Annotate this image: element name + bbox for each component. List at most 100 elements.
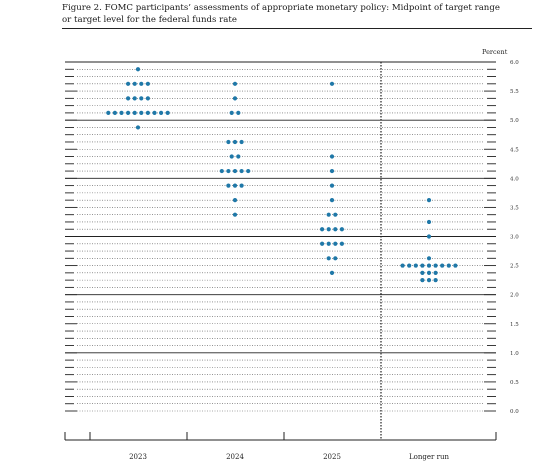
dot bbox=[420, 278, 425, 283]
caption-line-1: Figure 2. FOMC participants’ assessments… bbox=[62, 3, 500, 13]
dot bbox=[165, 110, 170, 115]
dot bbox=[329, 270, 335, 275]
axes bbox=[64, 62, 497, 441]
caption-line-2: or target level for the federal funds ra… bbox=[62, 14, 237, 25]
y-tick-label: 0.0 bbox=[510, 409, 519, 415]
dot bbox=[239, 183, 244, 188]
dot bbox=[333, 212, 338, 217]
dot bbox=[139, 81, 144, 86]
dot bbox=[433, 278, 438, 283]
dot bbox=[246, 168, 251, 174]
dot bbox=[232, 81, 238, 86]
dot bbox=[426, 234, 432, 239]
dot bbox=[320, 227, 325, 232]
y-tick-label: 5.0 bbox=[510, 118, 519, 124]
dot bbox=[126, 110, 131, 115]
x-category-labels: 2023 2024 2025 Longer run bbox=[129, 453, 449, 461]
x-category-label: Longer run bbox=[409, 453, 449, 461]
dot bbox=[132, 110, 137, 115]
dot bbox=[239, 139, 244, 145]
dot bbox=[453, 263, 458, 268]
dot bbox=[232, 212, 238, 217]
dot bbox=[226, 183, 231, 188]
dot bbox=[333, 241, 338, 246]
dot bbox=[232, 96, 238, 101]
dot bbox=[232, 183, 238, 188]
dot bbox=[426, 219, 432, 225]
dot bbox=[229, 154, 234, 159]
dot bbox=[446, 263, 451, 268]
dot bbox=[126, 96, 131, 101]
dot bbox=[145, 96, 150, 101]
y-tick-labels: 0.0 0.5 1.0 1.5 2.0 2.5 3.0 3.5 4.0 4.5 5.0 5.5 6.0 bbox=[510, 60, 519, 415]
dot bbox=[219, 168, 224, 174]
dot bbox=[232, 139, 238, 145]
dot bbox=[329, 198, 335, 203]
dot bbox=[320, 241, 325, 246]
dot bbox=[229, 110, 234, 115]
y-tick-label: 3.5 bbox=[510, 205, 519, 211]
dot bbox=[326, 241, 331, 246]
dot bbox=[326, 227, 331, 232]
dot bbox=[232, 168, 238, 174]
dot bbox=[407, 263, 412, 268]
y-tick-label: 4.0 bbox=[510, 176, 519, 182]
y-tick-label: 1.5 bbox=[510, 322, 519, 328]
dot bbox=[126, 81, 131, 86]
dot bbox=[239, 168, 244, 174]
dot bbox=[106, 110, 111, 115]
dots bbox=[106, 67, 458, 283]
y-tick-label: 2.0 bbox=[510, 293, 519, 299]
dot bbox=[159, 110, 164, 115]
dot bbox=[236, 154, 241, 159]
dot bbox=[420, 270, 425, 275]
y-tick-label: 0.5 bbox=[510, 380, 519, 386]
dot bbox=[112, 110, 117, 115]
dot bbox=[139, 110, 144, 115]
dot bbox=[426, 278, 432, 283]
dot bbox=[145, 110, 150, 115]
dot bbox=[135, 125, 141, 130]
dot bbox=[426, 256, 432, 261]
unit-label: Percent bbox=[482, 48, 508, 56]
dot bbox=[139, 96, 144, 101]
figure-caption: Figure 2. FOMC participants’ assessments… bbox=[62, 3, 532, 26]
y-tick-label: 1.0 bbox=[510, 351, 519, 357]
dot bbox=[426, 270, 432, 275]
x-category-label: 2024 bbox=[226, 453, 244, 461]
dot bbox=[413, 263, 418, 268]
dot bbox=[329, 81, 335, 86]
dot bbox=[433, 270, 438, 275]
caption-rule bbox=[62, 28, 532, 29]
dot bbox=[132, 96, 137, 101]
dot bbox=[329, 183, 335, 188]
dot bbox=[329, 168, 335, 174]
dot bbox=[426, 198, 432, 203]
dot bbox=[333, 227, 338, 232]
dot bbox=[232, 198, 238, 203]
dot bbox=[440, 263, 445, 268]
dot bbox=[226, 168, 231, 174]
y-tick-label: 3.0 bbox=[510, 235, 519, 241]
dot bbox=[226, 139, 231, 145]
y-tick-label: 6.0 bbox=[510, 60, 519, 66]
dot bbox=[326, 256, 331, 261]
dot bbox=[152, 110, 157, 115]
dot bbox=[433, 263, 438, 268]
y-tick-label: 5.5 bbox=[510, 89, 519, 95]
dot bbox=[145, 81, 150, 86]
dot bbox=[329, 154, 335, 159]
y-tick-label: 2.5 bbox=[510, 264, 519, 270]
dot bbox=[236, 110, 241, 115]
dot bbox=[132, 81, 137, 86]
dot bbox=[420, 263, 425, 268]
dot bbox=[339, 227, 344, 232]
dot bbox=[333, 256, 338, 261]
dot bbox=[119, 110, 124, 115]
y-tick-label: 4.5 bbox=[510, 147, 519, 153]
grid-lines bbox=[65, 61, 496, 412]
x-category-label: 2023 bbox=[129, 453, 147, 461]
x-category-label: 2025 bbox=[323, 453, 341, 461]
dot bbox=[135, 67, 141, 72]
